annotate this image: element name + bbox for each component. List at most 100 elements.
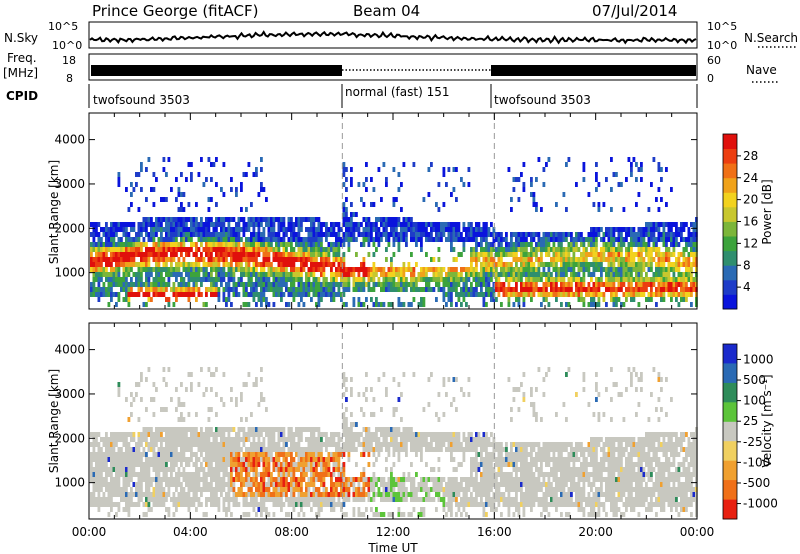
velocity-cell xyxy=(230,482,233,487)
power-cell xyxy=(100,247,103,252)
power-cell xyxy=(673,232,676,237)
power-cell xyxy=(500,287,503,292)
velocity-cell xyxy=(108,497,111,502)
power-cell xyxy=(205,237,208,242)
velocity-cell xyxy=(275,477,278,482)
velocity-cell xyxy=(218,427,221,432)
power-cell xyxy=(343,232,346,237)
power-cell xyxy=(345,272,348,277)
power-cell xyxy=(433,277,436,282)
velocity-cell xyxy=(255,382,258,387)
power-cell xyxy=(330,282,333,287)
power-cell xyxy=(435,202,438,207)
power-cell xyxy=(258,282,261,287)
power-cell xyxy=(210,282,213,287)
power-cell xyxy=(223,292,226,297)
power-cell xyxy=(265,197,268,202)
velocity-cell xyxy=(225,512,228,517)
power-cell xyxy=(650,222,653,227)
velocity-cell xyxy=(343,372,346,377)
power-cell xyxy=(108,292,111,297)
power-cell xyxy=(475,222,478,227)
power-cell xyxy=(183,227,186,232)
power-cell xyxy=(260,302,263,307)
power-cell xyxy=(490,262,493,267)
velocity-cell xyxy=(333,457,336,462)
velocity-cell xyxy=(148,427,151,432)
velocity-cell xyxy=(290,467,293,472)
power-cell xyxy=(280,217,283,222)
power-cell xyxy=(168,282,171,287)
velocity-cell xyxy=(335,477,338,482)
velocity-cell xyxy=(115,492,118,497)
velocity-cell xyxy=(118,432,121,437)
power-cell xyxy=(208,242,211,247)
power-cell xyxy=(658,262,661,267)
power-cell xyxy=(543,232,546,237)
power-cell xyxy=(175,262,178,267)
velocity-cell xyxy=(223,507,226,512)
velocity-cell xyxy=(90,497,93,502)
power-cell xyxy=(368,217,371,222)
power-cell xyxy=(675,237,678,242)
power-cell xyxy=(688,272,691,277)
power-cell xyxy=(313,272,316,277)
power-cell xyxy=(455,227,458,232)
power-cell xyxy=(618,272,621,277)
velocity-cell xyxy=(338,432,341,437)
velocity-cell xyxy=(220,487,223,492)
power-cell xyxy=(565,247,568,252)
velocity-cell xyxy=(333,437,336,442)
velocity-cell xyxy=(318,442,321,447)
power-cell xyxy=(293,227,296,232)
power-cell xyxy=(688,242,691,247)
power-cell xyxy=(645,227,648,232)
power-cell xyxy=(633,292,636,297)
velocity-cell xyxy=(335,462,338,467)
velocity-cell xyxy=(288,427,291,432)
power-cell xyxy=(228,217,231,222)
power-cell xyxy=(240,247,243,252)
power-cell xyxy=(123,282,126,287)
velocity-cell xyxy=(293,477,296,482)
power-cell xyxy=(328,227,331,232)
power-cell xyxy=(108,287,111,292)
power-cell xyxy=(253,292,256,297)
power-cell xyxy=(505,287,508,292)
power-cell xyxy=(180,192,183,197)
power-cell xyxy=(635,242,638,247)
power-cell xyxy=(198,277,201,282)
velocity-cell xyxy=(288,512,291,517)
power-cell xyxy=(190,177,193,182)
power-cell xyxy=(245,242,248,247)
nsearch-tick-top: 10^5 xyxy=(707,20,737,33)
velocity-cell xyxy=(280,507,283,512)
velocity-cell xyxy=(130,477,133,482)
power-cell xyxy=(113,227,116,232)
power-cell xyxy=(353,282,356,287)
velocity-cell xyxy=(343,377,346,382)
power-cell xyxy=(290,252,293,257)
velocity-cell xyxy=(320,452,323,457)
power-cell xyxy=(313,257,316,262)
power-cell xyxy=(318,237,321,242)
power-cell xyxy=(583,262,586,267)
power-cell xyxy=(140,287,143,292)
power-cell xyxy=(645,277,648,282)
power-cell xyxy=(598,297,601,302)
power-cell xyxy=(488,242,491,247)
power-cell xyxy=(200,237,203,242)
power-cell xyxy=(410,232,413,237)
power-cell xyxy=(300,277,303,282)
power-cell xyxy=(198,227,201,232)
power-cell xyxy=(443,222,446,227)
power-cell xyxy=(330,272,333,277)
power-cell xyxy=(448,277,451,282)
velocity-cell xyxy=(290,432,293,437)
power-cell xyxy=(348,272,351,277)
power-cell xyxy=(190,272,193,277)
power-cell xyxy=(640,292,643,297)
power-cell xyxy=(375,267,378,272)
velocity-cell xyxy=(203,437,206,442)
velocity-cell xyxy=(113,437,116,442)
